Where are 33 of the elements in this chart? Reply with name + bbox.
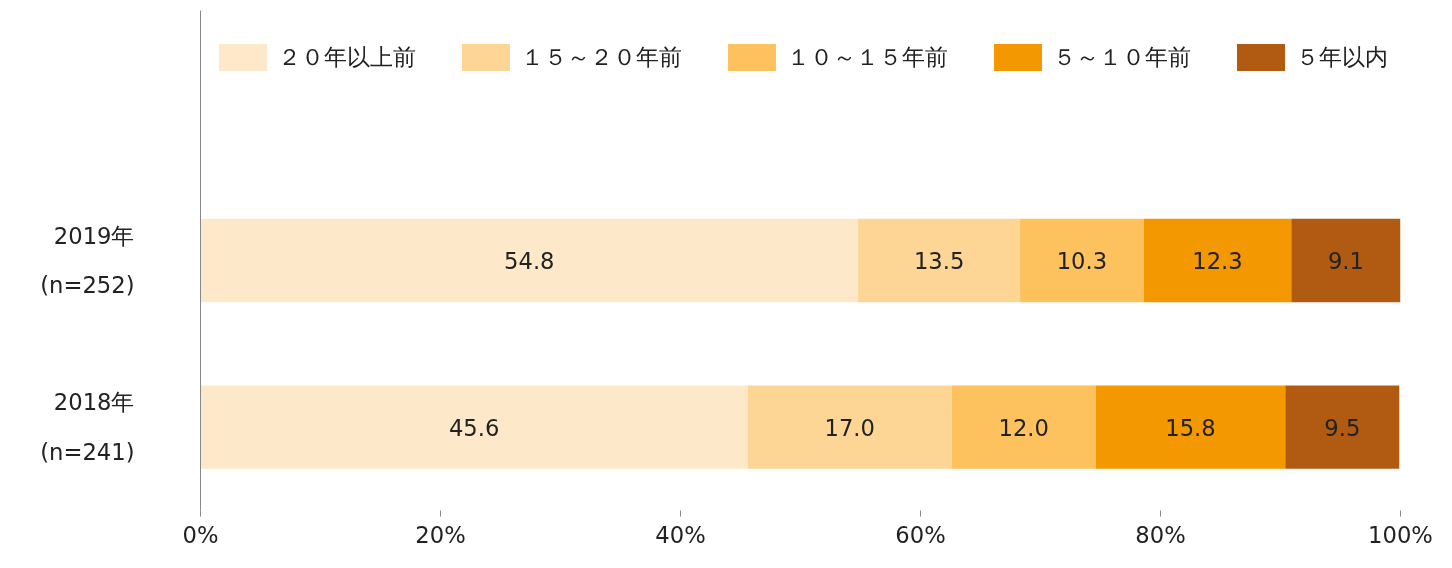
data-label: 10.3: [1056, 248, 1108, 274]
bar: [747, 385, 952, 469]
legend-label: ５年以内: [1295, 42, 1388, 72]
x-tick-label: 60%: [895, 521, 946, 548]
legend-label: ５～１０年前: [1052, 42, 1191, 72]
legend-label: ２０年以上前: [277, 42, 416, 72]
bar: [200, 385, 748, 469]
legend-label: １０～１５年前: [786, 42, 948, 72]
bar: [1285, 385, 1400, 469]
data-label: 45.6: [448, 414, 500, 441]
data-label: 9.5: [1324, 414, 1361, 441]
data-label: 13.5: [913, 248, 965, 274]
bar: [858, 218, 1021, 303]
data-label: 54.8: [504, 248, 555, 274]
data-label: 15.8: [1165, 414, 1216, 441]
x-tick-label: 40%: [655, 521, 706, 548]
bar: [1020, 218, 1144, 303]
y-tick-label: 2019年 (n=252): [40, 222, 135, 299]
data-label: 12.3: [1192, 248, 1243, 274]
legend-label: １５～２０年前: [520, 42, 682, 72]
bar: [200, 218, 859, 303]
x-tick-label: 0%: [182, 521, 219, 548]
data-label: 12.0: [998, 414, 1049, 441]
bar: [1291, 218, 1401, 303]
bar: [1143, 218, 1292, 303]
bar: [1095, 385, 1286, 469]
data-label: 17.0: [824, 414, 875, 441]
y-tick-label: 2018年 (n=241): [40, 389, 135, 465]
x-tick-label: 80%: [1135, 521, 1186, 548]
x-tick-label: 100%: [1368, 521, 1433, 548]
data-label: 9.1: [1327, 248, 1364, 274]
bar: [951, 385, 1096, 469]
x-tick-label: 20%: [415, 521, 466, 548]
